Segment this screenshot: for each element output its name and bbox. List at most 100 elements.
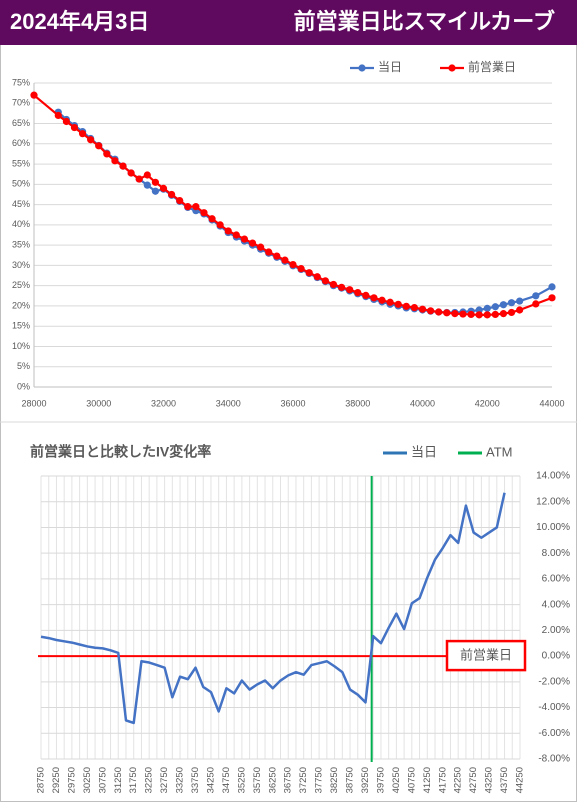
series-marker: [491, 303, 499, 311]
series-marker: [516, 306, 524, 314]
y-tick-label: 10%: [12, 341, 30, 351]
y-tick-label: -4.00%: [538, 702, 570, 713]
series-marker: [143, 181, 151, 189]
y-tick-label: 10.00%: [536, 522, 570, 533]
x-tick-label: 30000: [86, 398, 111, 408]
series-marker: [516, 297, 524, 305]
x-tick-label: 30250: [82, 767, 93, 793]
series-marker: [475, 311, 483, 319]
series-marker: [402, 302, 410, 310]
y-tick-label: 50%: [12, 179, 30, 189]
y-tick-label: 12.00%: [536, 496, 570, 507]
x-tick-label: 41750: [437, 767, 448, 793]
series-marker: [143, 171, 151, 179]
x-tick-label: 35750: [252, 767, 263, 793]
series-marker: [167, 190, 176, 199]
x-tick-label: 38250: [329, 767, 340, 793]
x-tick-label: 42000: [475, 398, 500, 408]
x-tick-label: 30750: [97, 767, 108, 793]
legend-marker: [358, 64, 366, 72]
series-marker: [346, 286, 354, 294]
series-marker: [70, 123, 79, 132]
series-marker: [467, 310, 475, 319]
x-tick-label: 40250: [391, 767, 402, 793]
series-marker: [410, 303, 419, 312]
series-line: [40, 492, 506, 725]
series-marker: [435, 308, 443, 316]
x-tick-label: 38750: [345, 767, 356, 793]
series-marker: [354, 288, 362, 297]
series-marker: [483, 311, 491, 319]
series-marker: [87, 136, 95, 144]
series-marker: [240, 235, 249, 243]
x-tick-label: 36000: [280, 398, 305, 408]
series-marker: [289, 260, 297, 269]
series-marker: [232, 231, 240, 239]
y-tick-label: 0%: [17, 381, 30, 391]
series-marker: [378, 296, 386, 304]
series-marker: [297, 265, 305, 273]
x-tick-label: 28000: [21, 398, 46, 408]
y-tick-label: 35%: [12, 240, 30, 250]
x-tick-label: 33750: [190, 767, 201, 793]
legend-label: 当日: [378, 60, 402, 74]
series-marker: [119, 162, 127, 170]
x-tick-label: 44250: [515, 767, 526, 793]
series-marker: [362, 291, 370, 299]
x-tick-label: 29750: [66, 767, 77, 793]
series-marker: [451, 310, 459, 318]
x-tick-label: 40000: [410, 398, 435, 408]
y-tick-label: -6.00%: [538, 728, 570, 739]
y-tick-label: 65%: [12, 118, 30, 128]
y-tick-label: 60%: [12, 138, 30, 148]
y-tick-label: 25%: [12, 280, 30, 290]
x-tick-label: 42250: [453, 767, 464, 793]
series-marker: [192, 203, 200, 211]
series-marker: [386, 298, 394, 306]
x-tick-label: 44000: [539, 398, 564, 408]
series-marker: [248, 239, 257, 247]
x-tick-label: 39250: [360, 767, 371, 793]
series-marker: [459, 310, 467, 318]
series-marker: [548, 294, 556, 302]
series-marker: [159, 184, 168, 192]
y-tick-label: 5%: [17, 361, 30, 371]
series-marker: [507, 308, 516, 317]
series-marker: [30, 91, 38, 99]
reference-label: 前営業日: [460, 648, 512, 663]
series-marker: [127, 169, 135, 177]
x-tick-label: 34250: [205, 767, 216, 793]
x-tick-label: 34000: [216, 398, 241, 408]
series-marker: [532, 300, 540, 308]
legend-label: ATM: [486, 444, 512, 459]
x-tick-label: 33250: [175, 767, 186, 793]
x-tick-label: 37750: [314, 767, 325, 793]
chart-title: 前営業日と比較したIV変化率: [30, 444, 211, 460]
x-tick-label: 43750: [499, 767, 510, 793]
series-marker: [418, 305, 427, 313]
series-marker: [216, 221, 224, 229]
series-marker: [184, 203, 192, 211]
x-tick-label: 43250: [484, 767, 495, 793]
series-marker: [281, 256, 289, 264]
y-tick-label: 70%: [12, 98, 30, 108]
series-marker: [443, 309, 451, 317]
y-tick-label: -2.00%: [538, 676, 570, 687]
series-marker: [151, 187, 160, 195]
y-tick-label: 55%: [12, 158, 30, 168]
x-tick-label: 37250: [298, 767, 309, 793]
series-marker: [491, 310, 499, 319]
x-tick-label: 42750: [468, 767, 479, 793]
series-marker: [548, 283, 556, 291]
y-tick-label: 40%: [12, 219, 30, 229]
series-marker: [499, 310, 508, 318]
header-title: 前営業日比スマイルカーブ: [294, 9, 555, 34]
series-marker: [483, 304, 491, 312]
x-tick-label: 29250: [51, 767, 62, 793]
x-tick-label: 35250: [236, 767, 247, 793]
reference-box: [445, 639, 527, 672]
series-marker: [305, 269, 313, 277]
series-marker: [111, 157, 119, 165]
y-tick-label: 2.00%: [542, 625, 570, 636]
